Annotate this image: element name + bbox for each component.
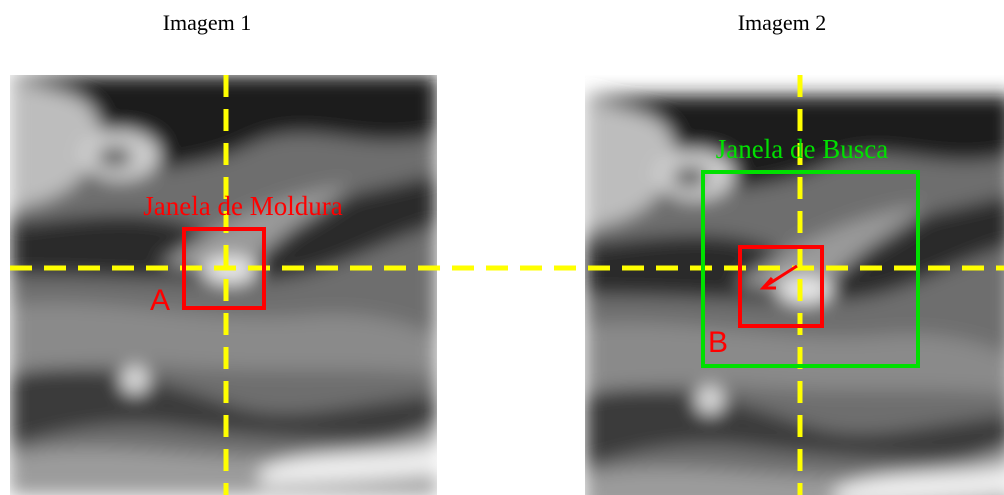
point-label: A (150, 284, 170, 317)
image-title: Imagem 1 (163, 10, 252, 35)
point-label: B (708, 326, 728, 359)
window-label: Janela de Moldura (143, 191, 342, 221)
window-label: Janela de Busca (716, 134, 888, 164)
image-title: Imagem 2 (738, 10, 827, 35)
diagram: Imagem 1 Imagem 2 Janela de Moldura Jane… (0, 0, 1004, 495)
